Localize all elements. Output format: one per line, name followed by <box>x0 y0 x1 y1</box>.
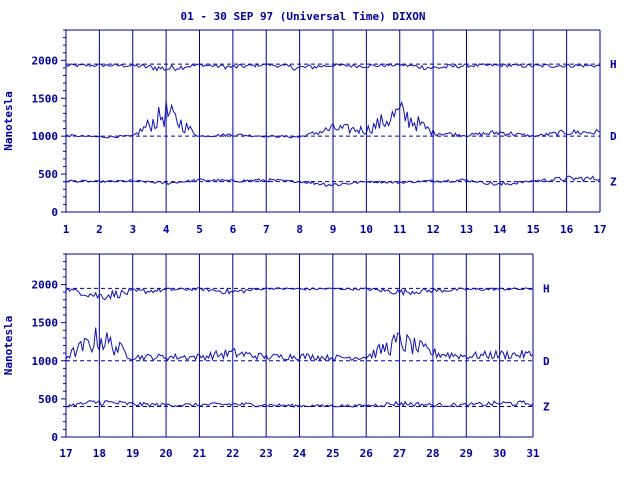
y-tick-label: 1000 <box>32 355 59 368</box>
y-axis-label: Nanotesla <box>2 316 15 376</box>
series-label-Z: Z <box>543 401 550 414</box>
x-tick-label: 22 <box>226 447 239 460</box>
x-tick-label: 3 <box>129 223 136 236</box>
panel-top: 1 2 3 4 5 6 7 8 9 10 11 12 13 14 15 16 17050010001500200… <box>2 29 617 236</box>
y-tick-label: 1000 <box>32 130 59 143</box>
y-axis-label: Nanotesla <box>2 91 15 151</box>
series-line-H <box>65 62 601 72</box>
x-tick-label: 23 <box>260 447 273 460</box>
series-line-Z <box>65 399 534 408</box>
series-line-H <box>65 287 534 301</box>
x-tick-label: 31 <box>526 447 540 460</box>
x-tick-label: 28 <box>426 447 439 460</box>
x-tick-label: 14 <box>493 223 507 236</box>
x-tick-label: 17 <box>593 223 606 236</box>
x-tick-label: 9 <box>330 223 337 236</box>
series-label-H: H <box>610 58 617 71</box>
series-label-D: D <box>610 130 617 143</box>
x-tick-label: 13 <box>460 223 473 236</box>
x-tick-label: 5 <box>196 223 203 236</box>
series-label-H: H <box>543 282 550 295</box>
x-tick-label: 15 <box>527 223 540 236</box>
x-tick-label: 7 <box>263 223 270 236</box>
y-tick-label: 1500 <box>32 92 59 105</box>
series-label-D: D <box>543 355 550 368</box>
y-tick-label: 2000 <box>32 279 59 292</box>
x-tick-label: 27 <box>393 447 406 460</box>
y-tick-label: 500 <box>38 168 58 181</box>
series-line-D <box>65 327 534 362</box>
chart-title: 01 - 30 SEP 97 (Universal Time) DIXON <box>180 10 425 23</box>
x-tick-label: 20 <box>159 447 172 460</box>
x-tick-label: 18 <box>93 447 106 460</box>
x-tick-label: 25 <box>326 447 339 460</box>
x-tick-label: 30 <box>493 447 506 460</box>
series-label-Z: Z <box>610 176 617 189</box>
y-tick-label: 2000 <box>32 54 59 67</box>
x-tick-label: 8 <box>296 223 303 236</box>
x-tick-label: 11 <box>393 223 407 236</box>
x-tick-label: 10 <box>360 223 373 236</box>
x-tick-label: 2 <box>96 223 103 236</box>
x-tick-label: 16 <box>560 223 574 236</box>
y-tick-label: 500 <box>38 393 58 406</box>
x-tick-label: 6 <box>230 223 237 236</box>
y-tick-label: 0 <box>51 206 58 219</box>
x-tick-label: 29 <box>460 447 473 460</box>
panel-bottom: 17 18 19 20 21 22 23 24 25 26 27 28 29 30 31 0 500 1000 15… <box>2 253 550 460</box>
x-tick-label: 17 <box>59 447 72 460</box>
x-tick-label: 12 <box>427 223 440 236</box>
x-tick-label: 4 <box>163 223 170 236</box>
x-tick-label: 26 <box>360 447 374 460</box>
x-tick-label: 21 <box>193 447 207 460</box>
y-tick-label: 1500 <box>32 317 59 330</box>
x-tick-label: 24 <box>293 447 307 460</box>
x-tick-label: 19 <box>126 447 139 460</box>
series-line-D <box>65 100 601 139</box>
y-tick-label: 0 <box>51 431 58 444</box>
series-line-Z <box>65 175 601 187</box>
x-tick-label: 1 <box>63 223 70 236</box>
